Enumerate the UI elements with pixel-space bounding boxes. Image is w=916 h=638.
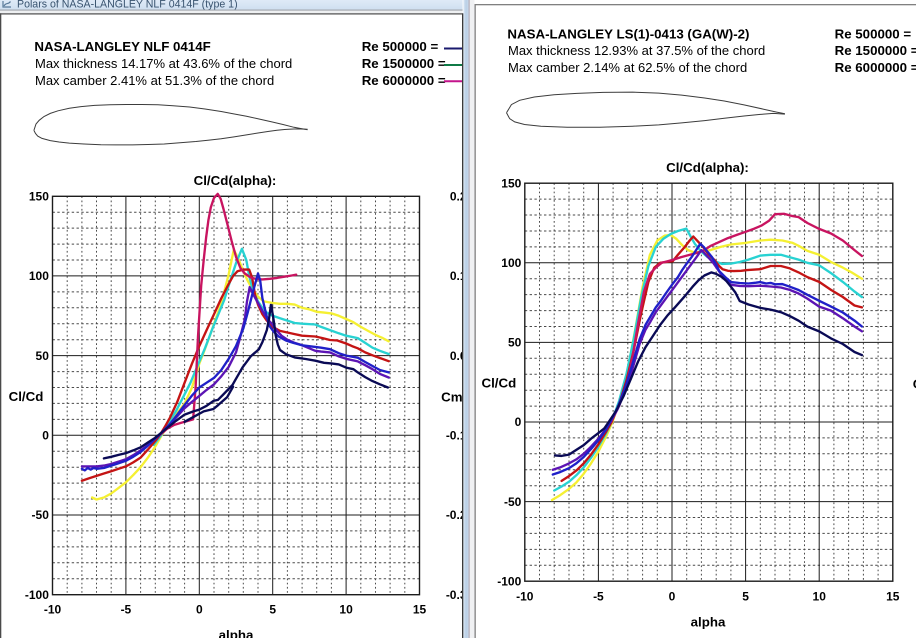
svg-text:-10: -10 — [516, 589, 534, 603]
svg-text:-0.3: -0.3 — [446, 588, 467, 602]
svg-text:Max camber 2.14% at 62.5% of t: Max camber 2.14% at 62.5% of the chord — [508, 60, 747, 75]
svg-text:alpha: alpha — [219, 628, 254, 638]
svg-text:Re 1500000 =: Re 1500000 = — [835, 43, 916, 58]
svg-text:15: 15 — [413, 602, 427, 616]
svg-text:0.2: 0.2 — [450, 190, 467, 204]
svg-text:Max camber 2.41% at 51.3% of t: Max camber 2.41% at 51.3% of the chord — [35, 73, 274, 88]
svg-text:Re 6000000 =: Re 6000000 = — [362, 73, 446, 88]
svg-text:Max thickness 14.17% at 43.6%: Max thickness 14.17% at 43.6% of the cho… — [35, 56, 292, 71]
svg-text:Cl/Cd: Cl/Cd — [9, 389, 44, 404]
svg-text:-100: -100 — [25, 588, 49, 602]
svg-text:0: 0 — [669, 589, 676, 603]
svg-text:Cm: Cm — [441, 390, 462, 405]
svg-text:50: 50 — [508, 336, 522, 350]
svg-text:Cl/Cd: Cl/Cd — [482, 376, 517, 391]
svg-text:5: 5 — [742, 589, 749, 603]
svg-text:Max thickness 12.93% at 37.5%: Max thickness 12.93% at 37.5% of the cho… — [508, 43, 765, 58]
svg-text:150: 150 — [501, 176, 521, 190]
svg-text:10: 10 — [339, 602, 353, 616]
svg-text:Re 500000 =: Re 500000 = — [835, 26, 912, 41]
svg-text:Re 6000000 =: Re 6000000 = — [835, 60, 916, 75]
svg-text:100: 100 — [501, 256, 521, 270]
svg-text:0: 0 — [515, 415, 522, 429]
svg-text:0: 0 — [42, 429, 49, 443]
svg-text:alpha: alpha — [691, 614, 726, 629]
svg-text:Cl/Cd(alpha):: Cl/Cd(alpha): — [666, 160, 749, 175]
svg-text:15: 15 — [886, 589, 900, 603]
svg-text:Polars of NASA-LANGLEY NLF 041: Polars of NASA-LANGLEY NLF 0414F (type 1… — [17, 0, 238, 11]
svg-text:5: 5 — [269, 602, 276, 616]
svg-text:-100: -100 — [497, 574, 521, 588]
svg-text:-50: -50 — [32, 508, 50, 522]
svg-text:150: 150 — [29, 190, 49, 204]
svg-text:NASA-LANGLEY NLF 0414F: NASA-LANGLEY NLF 0414F — [34, 39, 210, 54]
svg-text:10: 10 — [813, 589, 827, 603]
svg-text:-5: -5 — [593, 589, 604, 603]
svg-text:50: 50 — [36, 349, 50, 363]
svg-text:Re 1500000 =: Re 1500000 = — [362, 56, 446, 71]
svg-text:-10: -10 — [44, 602, 62, 616]
svg-text:-0.2: -0.2 — [446, 508, 467, 522]
svg-text:Cm: Cm — [913, 377, 916, 392]
svg-text:NASA-LANGLEY LS(1)-0413 (GA(W): NASA-LANGLEY LS(1)-0413 (GA(W)-2) — [507, 26, 749, 41]
svg-text:Re 500000 =: Re 500000 = — [362, 39, 439, 54]
svg-text:-0.1: -0.1 — [446, 429, 467, 443]
svg-text:-50: -50 — [504, 495, 522, 509]
svg-text:0: 0 — [196, 602, 203, 616]
svg-text:-5: -5 — [121, 602, 132, 616]
svg-text:0.0: 0.0 — [450, 349, 467, 363]
svg-text:Cl/Cd(alpha):: Cl/Cd(alpha): — [194, 173, 277, 188]
svg-text:100: 100 — [29, 269, 49, 283]
svg-text:0.1: 0.1 — [450, 269, 467, 283]
